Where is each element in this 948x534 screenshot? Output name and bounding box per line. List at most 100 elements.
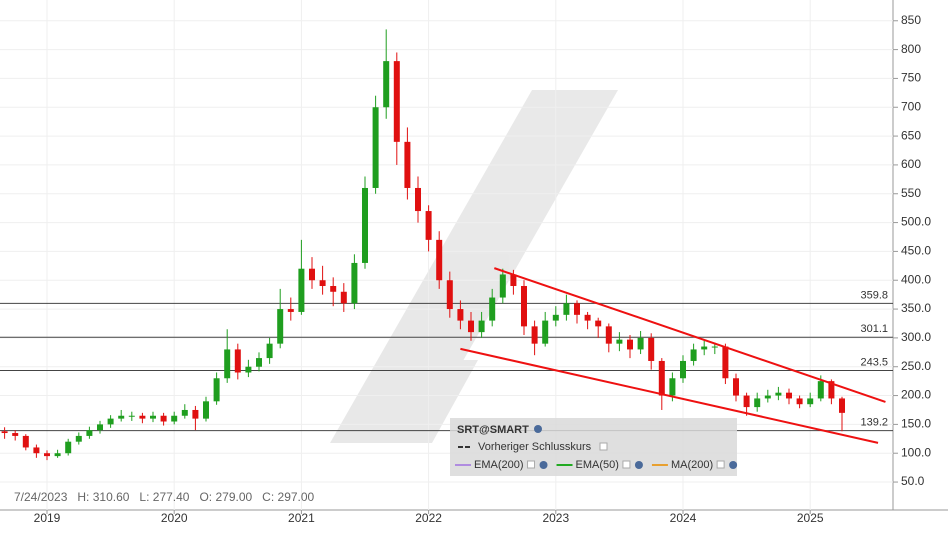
candle-body xyxy=(616,339,623,344)
trendline xyxy=(460,347,879,444)
legend-checkbox[interactable] xyxy=(716,460,725,469)
candle-body xyxy=(733,378,739,396)
candle-body xyxy=(521,286,527,327)
price-level-label: 359.8 xyxy=(860,289,888,301)
candle-body xyxy=(12,433,19,436)
candle-body xyxy=(234,349,241,373)
legend: SRT@SMART Vorheriger Schlusskurs EMA(200)… xyxy=(450,418,738,476)
candle-body xyxy=(298,268,305,312)
y-tick-label: 300.0 xyxy=(901,330,931,344)
legend-label: Vorheriger Schlusskurs xyxy=(478,441,592,453)
candle-body xyxy=(839,398,845,413)
candle-body xyxy=(605,326,612,344)
candle-body xyxy=(574,303,580,315)
x-tick-label: 2020 xyxy=(161,511,188,525)
candle-body xyxy=(1,431,8,434)
candle-body xyxy=(256,358,262,367)
candle-body xyxy=(75,435,82,442)
candle-body xyxy=(171,415,178,422)
y-tick-label: 150.0 xyxy=(901,417,931,431)
legend-label: MA(200) xyxy=(671,459,713,471)
price-level-label: 139.2 xyxy=(860,417,888,429)
y-tick-label: 800 xyxy=(901,42,921,56)
y-tick-label: 550 xyxy=(901,186,921,200)
candle-body xyxy=(330,286,337,292)
candle-body xyxy=(181,409,188,416)
candle-body xyxy=(563,303,570,315)
candle-body xyxy=(118,415,125,419)
candle-body xyxy=(54,453,61,457)
y-tick-label: 600 xyxy=(901,157,921,171)
candle-body xyxy=(446,280,453,310)
candle-body xyxy=(277,309,284,344)
price-level-label: 301.1 xyxy=(860,323,888,335)
y-tick-label: 500.0 xyxy=(901,215,931,229)
candle-body xyxy=(224,349,231,379)
candle-body xyxy=(764,395,771,399)
candle-body xyxy=(139,415,146,419)
candle-body xyxy=(531,326,538,344)
candle-body xyxy=(107,418,114,425)
watermark xyxy=(330,90,618,443)
candle-body xyxy=(160,415,167,422)
x-tick-label: 2021 xyxy=(288,511,315,525)
candle-body xyxy=(22,435,29,448)
x-tick-label: 2025 xyxy=(797,511,824,525)
candle-body xyxy=(436,239,443,281)
candle-body xyxy=(711,346,718,348)
candle-body xyxy=(658,360,665,396)
y-tick-label: 50.0 xyxy=(901,474,925,488)
legend-series: SRT@SMART xyxy=(457,424,529,436)
candle-body xyxy=(648,337,655,361)
candle-body xyxy=(245,366,252,373)
ohlc-info: 7/24/2023 H: 310.60 L: 277.40 O: 279.00 … xyxy=(14,490,315,504)
candle-body xyxy=(542,320,549,344)
candle-body xyxy=(786,392,792,399)
candle-body xyxy=(510,274,517,287)
candle-body xyxy=(33,447,40,454)
candle-body xyxy=(499,274,506,298)
candle-body xyxy=(287,309,294,312)
y-tick-label: 250.0 xyxy=(901,359,931,373)
x-tick-label: 2024 xyxy=(670,511,697,525)
candle-body xyxy=(775,392,782,396)
candle-body xyxy=(309,268,315,281)
legend-checkbox[interactable] xyxy=(622,460,631,469)
y-tick-label: 450.0 xyxy=(901,244,931,258)
candle-body xyxy=(393,61,400,142)
x-tick-label: 2019 xyxy=(34,511,61,525)
candle-body xyxy=(319,280,326,287)
candle-body xyxy=(807,398,814,405)
candle-body xyxy=(701,346,708,350)
candle-body xyxy=(595,320,602,327)
candle-body xyxy=(383,61,390,108)
y-tick-label: 100.0 xyxy=(901,445,931,459)
candle-body xyxy=(65,441,72,454)
legend-label: EMA(50) xyxy=(576,459,619,471)
candle-body xyxy=(404,141,411,188)
candle-body xyxy=(754,398,761,408)
trendline xyxy=(493,267,886,403)
candle-body xyxy=(796,398,803,405)
candle-body xyxy=(478,320,485,333)
legend-icon[interactable] xyxy=(729,461,738,469)
y-tick-label: 350.0 xyxy=(901,301,931,315)
legend-checkbox[interactable] xyxy=(599,442,608,451)
legend-icon[interactable] xyxy=(634,461,643,469)
candle-body xyxy=(627,339,633,350)
candle-body xyxy=(340,291,347,304)
candle-body xyxy=(552,314,559,321)
candle-body xyxy=(457,309,464,321)
y-tick-label: 750 xyxy=(901,71,921,85)
candle-body xyxy=(150,415,156,419)
legend-checkbox[interactable] xyxy=(527,460,536,469)
candle-body xyxy=(351,262,358,304)
candle-body xyxy=(828,381,835,399)
legend-box xyxy=(450,418,737,476)
legend-icon[interactable] xyxy=(534,425,542,433)
candle-body xyxy=(743,395,750,408)
y-tick-label: 200.0 xyxy=(901,388,931,402)
y-tick-label: 850 xyxy=(901,13,921,27)
legend-icon[interactable] xyxy=(539,461,548,469)
x-tick-label: 2023 xyxy=(542,511,569,525)
